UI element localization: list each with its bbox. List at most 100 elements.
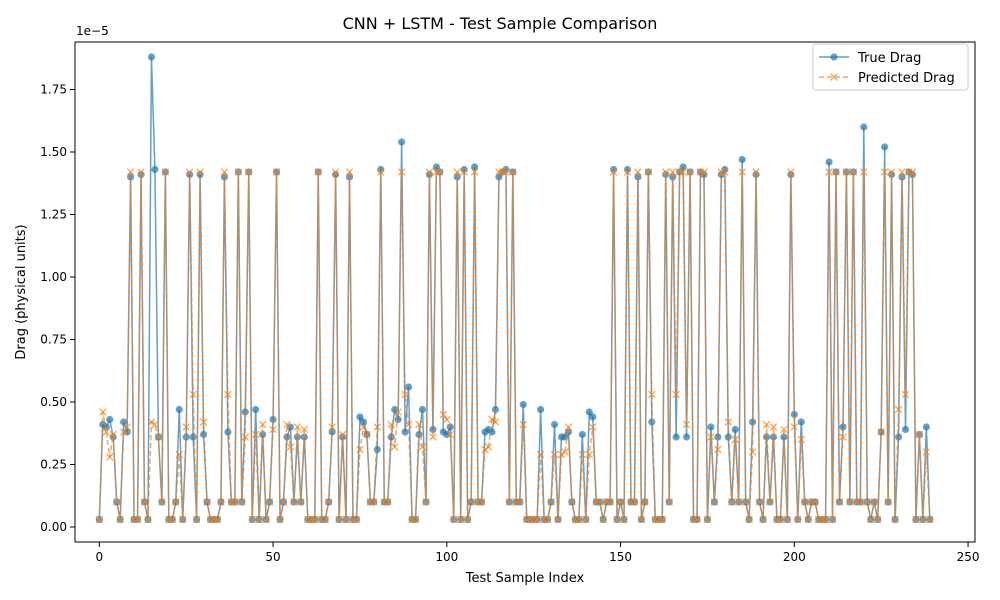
predicted-drag-point (467, 498, 475, 506)
true-drag-point (881, 143, 889, 151)
predicted-drag-point (662, 168, 670, 176)
predicted-drag-point (735, 498, 743, 506)
predicted-drag-point (554, 515, 562, 524)
true-drag-point (401, 428, 409, 436)
predicted-drag-point (693, 515, 701, 524)
predicted-drag-point (922, 448, 931, 456)
true-drag-point (749, 418, 757, 426)
true-drag-point (106, 415, 114, 424)
predicted-drag-point (217, 498, 225, 506)
predicted-drag-point (185, 168, 194, 176)
chart-title: CNN + LSTM - Test Sample Comparison (343, 14, 658, 33)
predicted-drag-point (835, 498, 844, 506)
predicted-drag-point (540, 515, 548, 524)
predicted-drag-point (252, 430, 260, 439)
predicted-drag-point (582, 515, 590, 524)
predicted-drag-point (689, 515, 698, 524)
predicted-drag-point (439, 410, 448, 419)
predicted-drag-point (311, 515, 319, 524)
predicted-drag-point (384, 498, 392, 506)
predicted-drag-point (623, 168, 632, 176)
predicted-drag-point (700, 168, 708, 176)
predicted-drag-point (755, 498, 764, 506)
true-drag-point (356, 413, 364, 421)
true-drag-point (922, 423, 930, 431)
predicted-drag-point (144, 515, 152, 524)
predicted-drag-point (269, 425, 277, 434)
predicted-drag-point (745, 515, 753, 524)
legend-predicted-marker (830, 73, 838, 81)
predicted-drag-point (488, 415, 496, 424)
predicted-drag-point (842, 168, 851, 176)
predicted-drag-point (589, 423, 597, 431)
predicted-drag-point (856, 498, 865, 506)
predicted-drag-point (825, 168, 833, 176)
predicted-drag-point (575, 515, 583, 524)
predicted-drag-point (470, 168, 479, 176)
predicted-drag-point (870, 498, 878, 506)
predicted-drag-point (599, 515, 607, 524)
true-drag-point (471, 163, 479, 171)
predicted-drag-point (168, 515, 176, 524)
true-drag-point (721, 165, 729, 174)
predicted-drag-point (102, 428, 110, 436)
predicted-drag-point (373, 423, 382, 431)
true-drag-point (707, 423, 715, 431)
predicted-drag-point (550, 450, 559, 459)
true-drag-point (672, 433, 680, 441)
predicted-drag-point (300, 425, 309, 434)
predicted-drag-point (609, 168, 618, 176)
predicted-drag-point (814, 515, 823, 524)
predicted-drag-point (596, 498, 604, 506)
predicted-drag-point (807, 498, 816, 506)
predicted-drag-point (224, 390, 232, 399)
true-drag-point (589, 413, 597, 421)
predicted-drag-point (887, 168, 896, 176)
predicted-drag-point (752, 168, 760, 176)
predicted-drag-point (258, 420, 267, 429)
predicted-drag-point (199, 418, 208, 426)
predicted-drag-point (491, 418, 500, 426)
predicted-drag-point (99, 408, 107, 416)
true-drag-point (398, 138, 406, 146)
predicted-drag-point (502, 168, 510, 176)
predicted-drag-point (821, 515, 830, 524)
predicted-drag-point (453, 168, 461, 176)
predicted-drag-point (564, 423, 573, 431)
predicted-drag-point (818, 515, 826, 524)
predicted-drag-point (884, 498, 892, 506)
predicted-drag-point (512, 498, 520, 506)
predicted-drag-point (630, 498, 639, 506)
predicted-drag-point (863, 498, 871, 506)
predicted-drag-point (137, 168, 145, 176)
predicted-drag-point (738, 168, 746, 176)
true-drag-point (790, 410, 798, 419)
true-drag-point (147, 53, 156, 61)
predicted-drag-point (762, 420, 771, 429)
true-drag-point (585, 408, 593, 416)
legend-true-marker (830, 53, 838, 61)
x-tick-label: 0 (96, 550, 104, 564)
predicted-drag-point (126, 168, 135, 176)
predicted-drag-point (519, 420, 527, 429)
legend-true-label: True Drag (857, 51, 921, 66)
predicted-drag-point (116, 515, 124, 524)
predicted-drag-point (523, 515, 531, 524)
predicted-drag-point (151, 420, 159, 429)
predicted-drag-point (780, 425, 788, 434)
predicted-drag-point (547, 498, 555, 506)
predicted-drag-point (616, 498, 625, 506)
predicted-drag-point (321, 515, 329, 524)
y-tick-label: 0.00 (40, 520, 67, 534)
predicted-drag-point (874, 515, 882, 524)
predicted-drag-point (602, 498, 611, 506)
predicted-drag-point (457, 515, 465, 524)
predicted-drag-point (404, 420, 413, 429)
predicted-drag-point (265, 498, 274, 506)
true-drag-point (373, 445, 381, 454)
true-drag-point (578, 430, 586, 439)
y-tick-label: 1.50 (40, 145, 67, 159)
true-drag-point (432, 163, 440, 171)
legend: True Drag Predicted Drag (812, 43, 969, 91)
